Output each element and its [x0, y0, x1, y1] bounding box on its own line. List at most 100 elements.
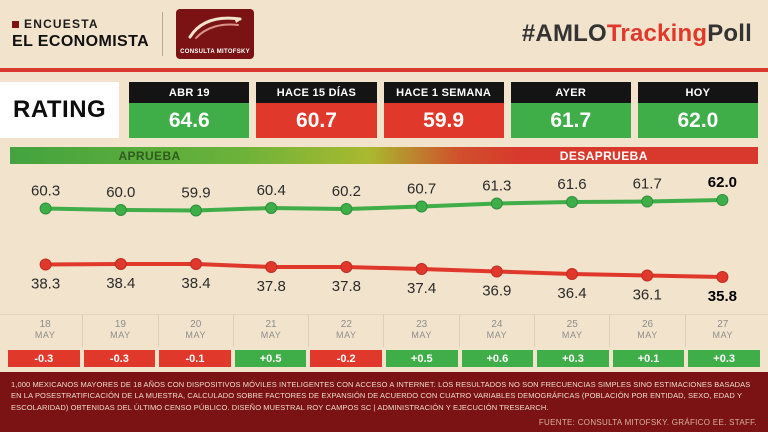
date-day: 18 — [39, 319, 51, 330]
aprueba-value-label: 60.0 — [106, 184, 135, 201]
date-axis: 18 MAY 19 MAY 20 MAY 21 MAY 22 MAY 23 MAY 24 MAY 25 MAY… — [0, 314, 768, 347]
aprueba-point — [39, 202, 52, 215]
desaprueba-value-label: 35.8 — [708, 288, 737, 305]
rating-boxes: ABR 19 64.6 HACE 15 DÍAS 60.7 HACE 1 SEMANA 5… — [129, 82, 758, 138]
daily-change-badge: +0.6 — [461, 350, 534, 367]
daily-change-badge: +0.5 — [234, 350, 307, 367]
date-month: MAY — [561, 330, 583, 340]
daily-change-badge: +0.1 — [612, 350, 685, 367]
aprueba-value-label: 60.4 — [257, 182, 286, 199]
rating-box: ABR 19 64.6 — [129, 82, 250, 138]
daily-change-badge: -0.2 — [310, 350, 382, 367]
desaprueba-line — [45, 262, 723, 279]
aprueba-value-label: 61.3 — [482, 178, 511, 195]
date-tick: 25 MAY — [534, 315, 609, 347]
rating-box: HOY 62.0 — [637, 82, 758, 138]
source-text: FUENTE: CONSULTA MITOFSKY. GRÁFICO EE. S… — [538, 418, 757, 427]
aprueba-point — [490, 197, 503, 210]
desaprueba-value-label: 36.1 — [633, 287, 662, 304]
rating-period-label: HOY — [637, 82, 758, 103]
date-day: 19 — [114, 319, 126, 330]
daily-change-badge: +0.3 — [688, 350, 760, 367]
desaprueba-value-label: 36.9 — [482, 283, 511, 300]
date-day: 22 — [340, 319, 352, 330]
date-month: MAY — [486, 330, 508, 340]
aprueba-point — [190, 204, 202, 217]
brand-bullet-icon — [12, 20, 19, 28]
brand-kicker: ENCUESTA — [24, 17, 99, 31]
consulta-mitofsky-logo: CONSULTA MITOFSKY — [176, 9, 255, 59]
desaprueba-point — [39, 258, 52, 271]
daily-change-row: -0.3 -0.3 -0.1 +0.5 -0.2 +0.5 +0.6 +0.3 +0.1 +0.3 — [0, 350, 768, 367]
date-month: MAY — [34, 330, 56, 340]
hashtag-suffix: Poll — [707, 20, 752, 47]
aprueba-point — [340, 203, 353, 215]
rating-value: 61.7 — [510, 103, 631, 138]
rating-value: 60.7 — [256, 103, 377, 138]
aprueba-value-label: 61.7 — [633, 176, 662, 193]
date-tick: 18 MAY — [8, 315, 82, 347]
desaprueba-point — [340, 261, 353, 273]
rating-box: HACE 1 SEMANA 59.9 — [383, 82, 504, 138]
hashtag-title: #AMLOTrackingPoll — [522, 20, 752, 48]
desaprueba-point — [490, 265, 503, 278]
aprueba-value-label: 62.0 — [708, 174, 737, 191]
legend-desaprueba-label: DESAPRUEBA — [559, 148, 648, 163]
hashtag-highlight: Tracking — [606, 20, 708, 47]
aprueba-point — [641, 195, 654, 208]
desaprueba-value-label: 37.4 — [407, 280, 436, 297]
desaprueba-point — [415, 263, 428, 275]
date-tick: 24 MAY — [458, 315, 534, 347]
desaprueba-point — [641, 269, 654, 282]
desaprueba-point — [265, 261, 278, 273]
desaprueba-value-label: 37.8 — [332, 278, 361, 295]
rating-title: RATING — [0, 82, 120, 138]
date-day: 21 — [265, 319, 277, 330]
rating-box: HACE 15 DÍAS 60.7 — [256, 82, 377, 138]
publisher-block: ENCUESTA EL ECONOMISTA — [12, 17, 149, 51]
publisher-name: EL ECONOMISTA — [12, 33, 150, 50]
rating-value: 62.0 — [637, 103, 758, 138]
date-day: 26 — [641, 319, 654, 330]
aprueba-value-label: 60.2 — [332, 183, 361, 200]
footer: 1,000 MEXICANOS MAYORES DE 18 AÑOS CON D… — [0, 372, 768, 432]
date-month: MAY — [260, 330, 282, 340]
aprueba-value-label: 60.3 — [31, 183, 60, 200]
desaprueba-point — [716, 271, 729, 283]
date-day: 23 — [416, 319, 428, 330]
date-tick: 26 MAY — [609, 315, 684, 347]
aprueba-point — [566, 196, 578, 208]
date-tick: 23 MAY — [383, 315, 458, 347]
desaprueba-point — [114, 258, 127, 270]
date-month: MAY — [110, 330, 131, 340]
date-tick: 21 MAY — [232, 315, 308, 347]
desaprueba-point — [190, 258, 202, 270]
date-day: 25 — [566, 319, 578, 330]
rating-box: AYER 61.7 — [510, 82, 631, 138]
date-month: MAY — [637, 330, 658, 340]
date-tick: 19 MAY — [82, 315, 157, 347]
date-tick: 22 MAY — [308, 315, 383, 347]
daily-change-badge: -0.3 — [83, 350, 156, 367]
desaprueba-value-label: 37.8 — [257, 278, 286, 295]
rating-period-label: ABR 19 — [129, 82, 250, 103]
aprueba-value-label: 61.6 — [557, 176, 586, 193]
date-day: 24 — [491, 319, 503, 330]
daily-change-badge: +0.3 — [537, 350, 609, 367]
brand-block: ENCUESTA EL ECONOMISTA CONSULTA MITOFSKY — [12, 9, 255, 59]
daily-change-badge: -0.3 — [8, 350, 80, 367]
desaprueba-value-label: 38.4 — [106, 275, 135, 292]
rating-period-label: AYER — [510, 82, 631, 103]
aprueba-point — [114, 204, 127, 216]
rating-section: RATING ABR 19 64.6 HACE 15 DÍAS 60.7 HACE 1 … — [0, 82, 758, 138]
desaprueba-value-label: 36.4 — [557, 285, 586, 302]
desaprueba-value-label: 38.3 — [31, 276, 60, 293]
date-day: 27 — [717, 319, 729, 330]
aprueba-line — [45, 198, 723, 213]
legend-aprueba-label: APRUEBA — [118, 148, 181, 163]
trend-chart-svg: 60.3 60.0 59.9 60.4 60.2 60.7 61.3 61.6 61.7 62.0… — [31, 174, 737, 305]
trend-chart: 60.3 60.0 59.9 60.4 60.2 60.7 61.3 61.6 61.7 62.0… — [0, 164, 768, 314]
rating-period-label: HACE 15 DÍAS — [256, 82, 377, 103]
aprueba-value-label: 59.9 — [181, 185, 210, 202]
